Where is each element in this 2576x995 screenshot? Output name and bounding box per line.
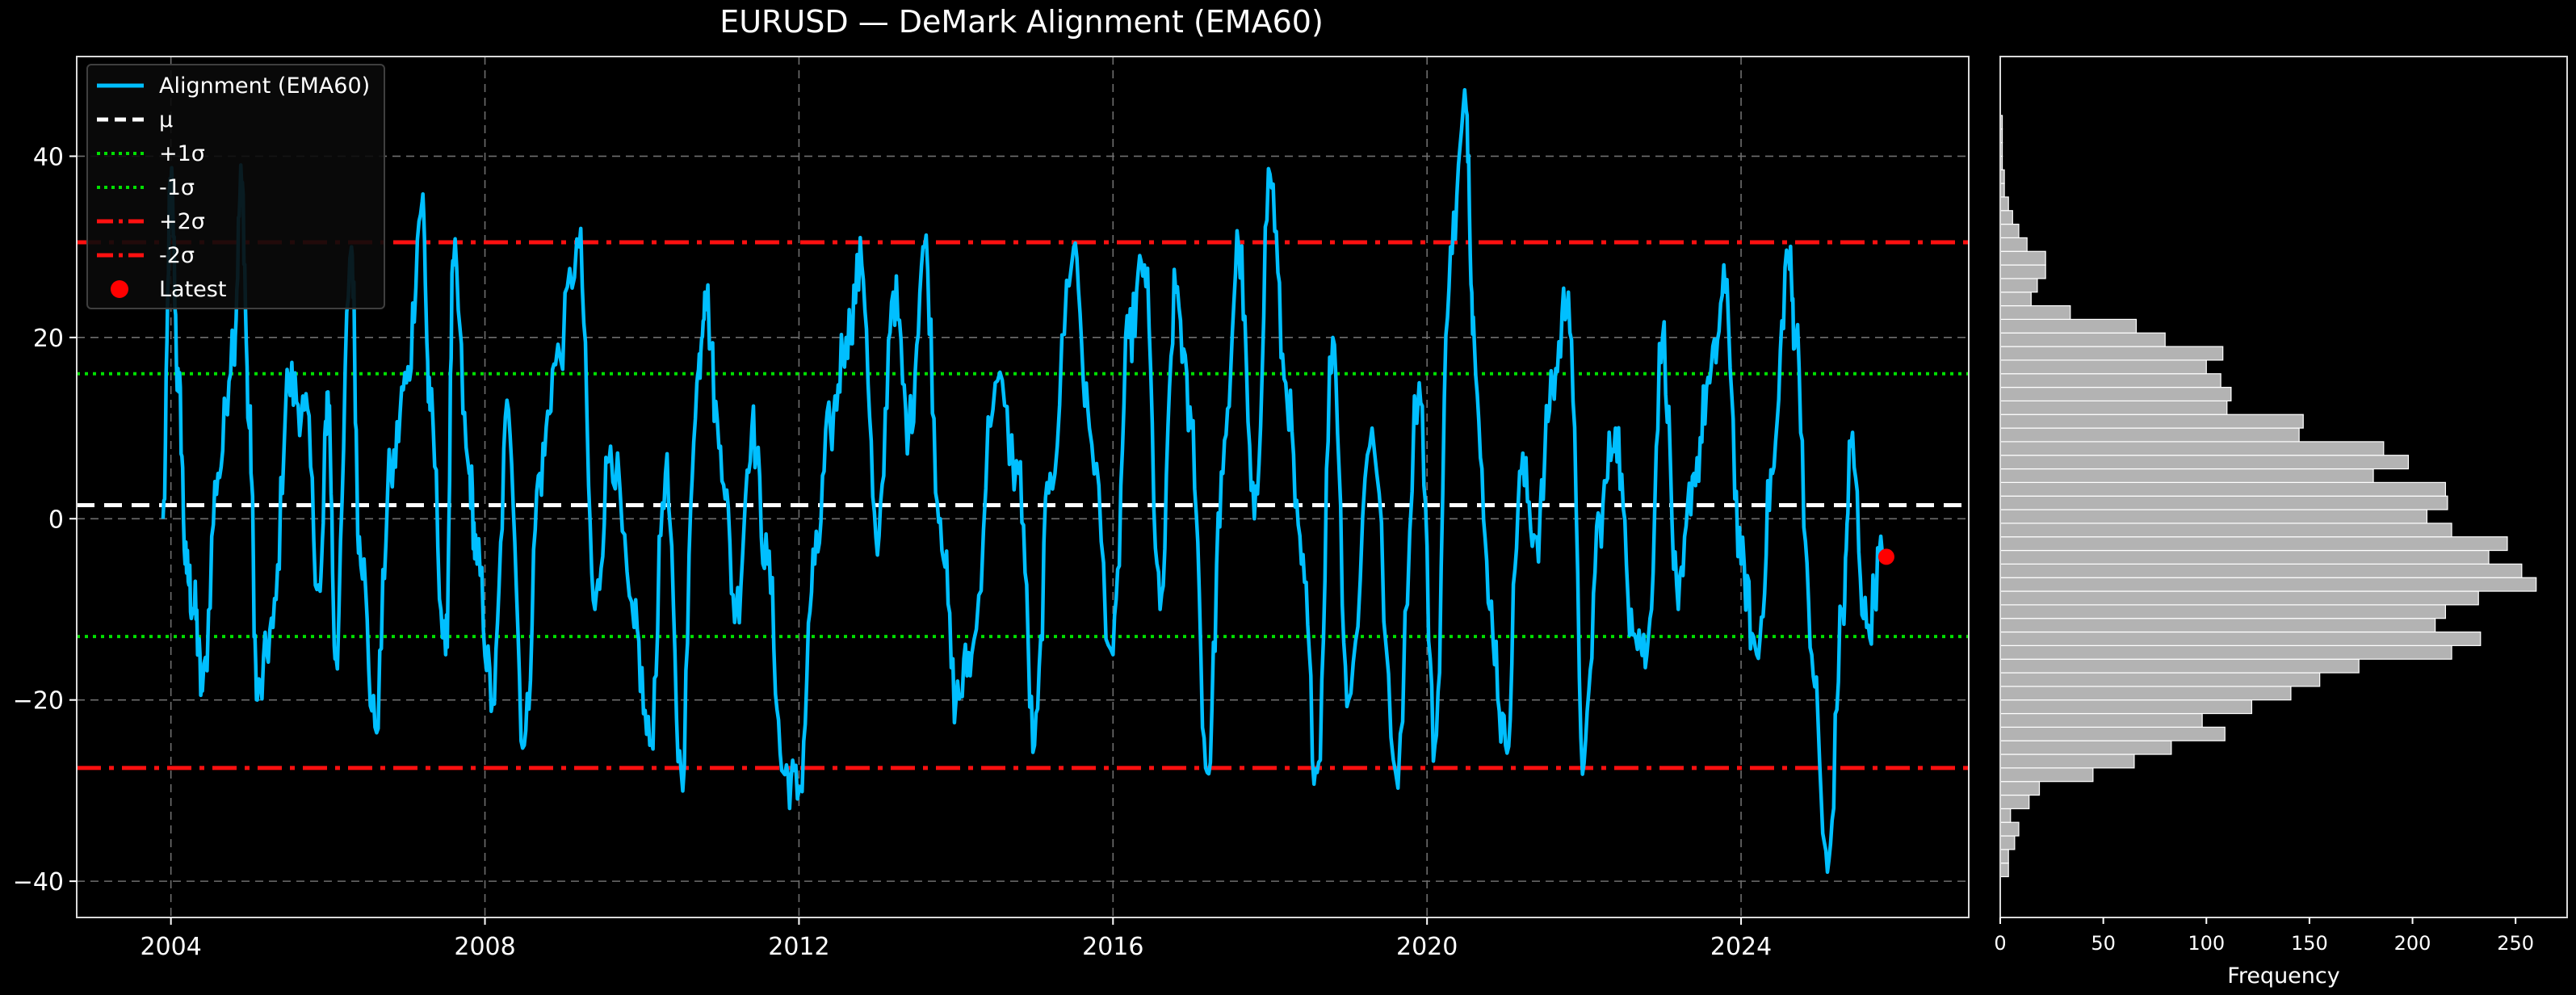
histogram-bar — [1999, 672, 2321, 687]
histogram-bar — [1999, 523, 2452, 538]
legend-plus-2-sigma: +2σ — [97, 209, 205, 234]
histogram-bar — [1999, 455, 2410, 470]
histogram-bar — [1999, 468, 2374, 483]
legend: Alignment (EMA60) μ +1σ -1σ +2σ -2σ Latest — [86, 64, 385, 309]
histogram-bar — [1999, 631, 2482, 646]
main-plot-panel: 2004 2008 2012 2016 2020 2024 40 20 0 −20 −40 — [13, 56, 1970, 961]
histogram-bars — [1999, 115, 2537, 878]
histogram-bar — [1999, 223, 2020, 239]
histogram-bar — [1999, 549, 2490, 565]
histogram-bar — [1999, 699, 2253, 715]
histogram-bar — [1999, 577, 2537, 592]
legend-mean: μ — [97, 107, 173, 132]
histogram-bar — [1999, 740, 2172, 755]
latest-marker-layer — [1877, 548, 1894, 565]
x-tick-label: 2024 — [1710, 933, 1772, 961]
legend-label: Latest — [159, 277, 226, 302]
histogram-bar — [1999, 332, 2166, 347]
legend-label: μ — [159, 107, 173, 132]
histogram-frame — [1999, 56, 2568, 918]
histogram-x-tick-label: 50 — [2091, 932, 2116, 955]
histogram-bar — [1999, 495, 2448, 510]
histogram-bar — [1999, 427, 2300, 443]
histogram-bar — [1999, 686, 2292, 701]
legend-label: +1σ — [159, 141, 205, 166]
histogram-bar — [1999, 536, 2508, 552]
histogram-x-label: Frequency — [2227, 964, 2340, 989]
histogram-bar — [1999, 196, 2009, 212]
histogram-bar — [1999, 658, 2360, 674]
histogram-bar — [1999, 292, 2032, 307]
histogram-x-tick-label: 150 — [2291, 932, 2328, 955]
alignment-series — [161, 87, 1885, 875]
histogram-bar — [1999, 781, 2041, 796]
histogram-bar — [1999, 210, 2013, 225]
histogram-bar — [1999, 618, 2436, 633]
legend-label: Alignment (EMA60) — [159, 73, 370, 99]
histogram-x-axis: 0 50 100 150 200 250 — [1994, 917, 2534, 955]
histogram-bar — [1999, 414, 2304, 429]
histogram-bar — [1999, 359, 2207, 375]
x-tick-label: 2004 — [140, 933, 201, 961]
legend-alignment: Alignment (EMA60) — [97, 73, 370, 99]
alignment-line — [161, 87, 1885, 875]
histogram-bar — [1999, 590, 2479, 606]
histogram-bar — [1999, 318, 2138, 334]
x-tick-label: 2012 — [768, 933, 829, 961]
histogram-bar — [1999, 644, 2452, 660]
main-y-axis: 40 20 0 −20 −40 — [13, 143, 77, 896]
histogram-bar — [1999, 794, 2030, 809]
x-tick-label: 2020 — [1396, 933, 1458, 961]
legend-minus-2-sigma: -2σ — [97, 243, 195, 268]
histogram-bar — [1999, 481, 2446, 497]
legend-box — [86, 64, 385, 309]
histogram-x-tick-label: 0 — [1994, 932, 2006, 955]
histogram-bar — [1999, 264, 2046, 279]
histogram-bar — [1999, 346, 2224, 361]
histogram-bar — [1999, 304, 2071, 321]
x-tick-label: 2016 — [1082, 933, 1143, 961]
histogram-bar — [1999, 726, 2226, 741]
histogram-x-tick-label: 100 — [2188, 932, 2225, 955]
latest-marker — [1877, 548, 1894, 565]
legend-plus-1-sigma: +1σ — [97, 141, 205, 166]
histogram-bar — [1999, 604, 2446, 619]
histogram-bar — [1999, 250, 2046, 266]
main-x-axis: 2004 2008 2012 2016 2020 2024 — [140, 917, 1772, 961]
histogram-bar — [1999, 849, 2009, 864]
histogram-bar — [1999, 278, 2038, 293]
histogram-bar — [1999, 386, 2232, 401]
legend-swatch — [111, 280, 128, 298]
histogram-bar — [1999, 563, 2523, 578]
y-tick-label: 0 — [48, 506, 64, 534]
legend-label: +2σ — [159, 209, 205, 234]
x-tick-label: 2008 — [454, 933, 515, 961]
histogram-bar — [1999, 835, 2016, 850]
histogram-bar — [1999, 808, 2012, 823]
histogram-bar — [1999, 712, 2203, 728]
histogram-x-tick-label: 200 — [2394, 932, 2431, 955]
histogram-bar — [1999, 373, 2221, 388]
main-plot-frame — [76, 56, 1970, 918]
legend-latest: Latest — [111, 277, 226, 302]
y-tick-label: −20 — [13, 687, 64, 716]
histogram-x-tick-label: 250 — [2497, 932, 2534, 955]
histogram-bar — [1999, 863, 2009, 878]
legend-label: -1σ — [159, 175, 195, 200]
legend-minus-1-sigma: -1σ — [97, 175, 195, 200]
histogram-bar — [1999, 400, 2228, 415]
histogram-bar — [1999, 821, 2020, 837]
histogram-bar — [1999, 441, 2385, 456]
y-tick-label: −40 — [13, 868, 64, 896]
histogram-bar — [1999, 767, 2094, 783]
y-tick-label: 40 — [33, 143, 64, 171]
legend-label: -2σ — [159, 243, 195, 268]
histogram-panel: 0 50 100 150 200 250 Frequency — [1994, 56, 2568, 989]
histogram-bar — [1999, 237, 2028, 252]
histogram-bar — [1999, 754, 2135, 769]
chart-title: EURUSD — DeMark Alignment (EMA60) — [720, 4, 1324, 40]
y-tick-label: 20 — [33, 325, 64, 353]
histogram-bar — [1999, 509, 2428, 524]
